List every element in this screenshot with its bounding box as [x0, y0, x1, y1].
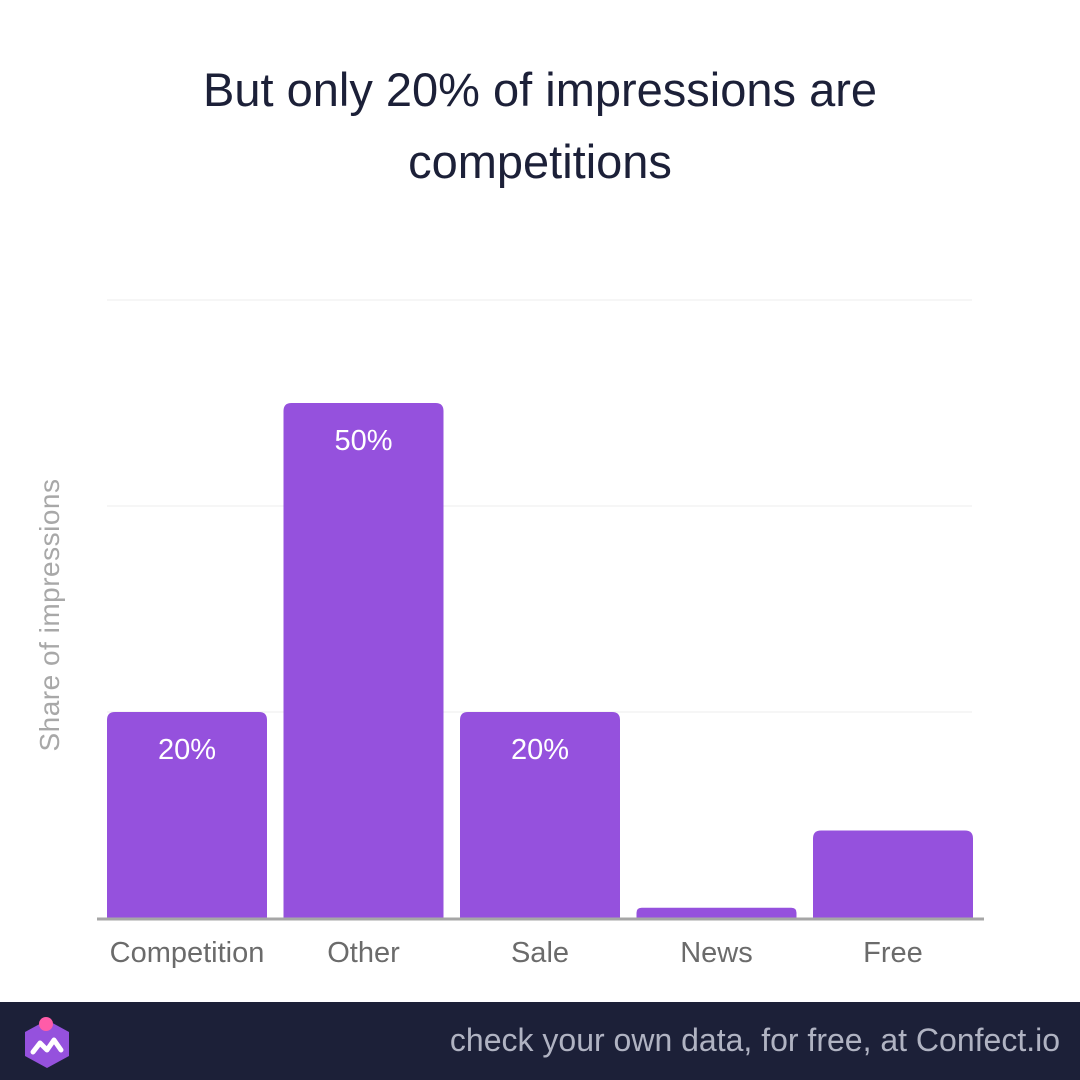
data-label: 20%	[511, 734, 569, 766]
x-tick-label: Competition	[110, 937, 265, 969]
bar-competition	[107, 712, 267, 918]
data-label: 20%	[158, 734, 216, 766]
bar-news	[636, 907, 797, 918]
bar-other	[283, 403, 444, 918]
confect-logo-icon	[25, 1017, 69, 1068]
data-label: 50%	[334, 425, 392, 457]
bar-free	[813, 830, 973, 918]
x-tick-label: News	[680, 937, 753, 969]
x-tick-label: Free	[863, 937, 923, 969]
chart-title: But only 20% of impressions are competit…	[203, 63, 877, 188]
bar-sale	[460, 712, 620, 918]
x-tick-label: Other	[327, 937, 400, 969]
x-tick-label: Sale	[511, 937, 569, 969]
bar-chart: 20% Competition 50% Other 20% Sale News Free	[97, 299, 984, 969]
footer-banner: check your own data, for free, at Confec…	[0, 1002, 1080, 1080]
footer-tagline: check your own data, for free, at Confec…	[449, 1022, 1060, 1058]
